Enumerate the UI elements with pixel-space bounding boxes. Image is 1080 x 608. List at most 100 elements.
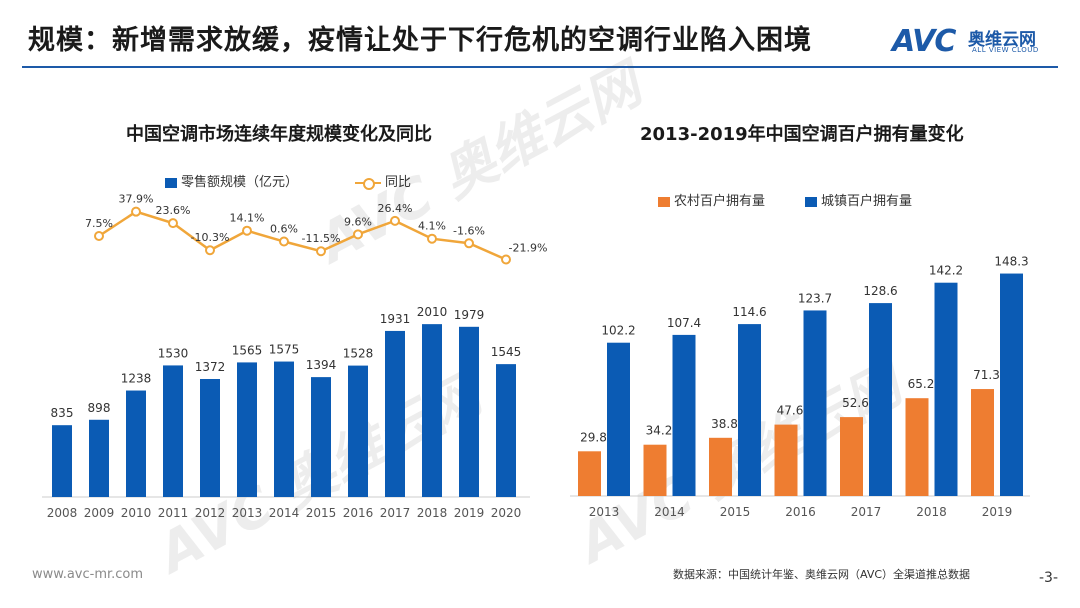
x-tick-2017: 2017 (380, 506, 411, 520)
data-label-yoy-2009: 7.5% (85, 217, 113, 230)
data-label-rural-2014: 34.2 (646, 424, 673, 438)
data-label-retail-2010: 1238 (121, 372, 152, 386)
data-label-rural-2016: 47.6 (777, 404, 804, 418)
logo-english-name: ALL VIEW CLOUD (972, 46, 1039, 54)
header-divider (22, 66, 1058, 68)
legend-swatch-yoy (355, 177, 381, 190)
point-yoy-2018 (427, 233, 437, 244)
x-tick-2015: 2015 (720, 505, 751, 519)
bar-retail-2011 (163, 365, 183, 497)
data-label-yoy-2015: -11.5% (302, 232, 341, 245)
bar-retail-2013 (237, 362, 257, 497)
x-tick-2013: 2013 (232, 506, 263, 520)
legend-label-yoy: 同比 (385, 175, 412, 190)
right-chart-title: 2013-2019年中国空调百户拥有量变化 (640, 124, 964, 145)
x-tick-2008: 2008 (47, 506, 78, 520)
point-yoy-2011 (168, 218, 178, 229)
bar-rural-2018 (905, 398, 929, 496)
line-yoy (98, 210, 507, 261)
data-label-retail-2015: 1394 (306, 358, 337, 372)
x-tick-2017: 2017 (851, 505, 882, 519)
bar-retail-2019 (459, 326, 479, 497)
right-chart: 29.8 102.2 2013 34.2 107.4 2014 38.8 114.6 2015 4… (570, 255, 1030, 519)
bar-retail-2010 (126, 390, 146, 497)
data-label-rural-2013: 29.8 (580, 430, 607, 444)
data-label-urban-2015: 114.6 (732, 305, 766, 319)
data-label-retail-2020: 1545 (491, 345, 522, 359)
bar-retail-2014 (274, 361, 294, 497)
x-tick-2014: 2014 (654, 505, 685, 519)
data-label-yoy-2012: -10.3% (191, 231, 230, 244)
point-yoy-2020 (501, 254, 511, 265)
data-label-rural-2015: 38.8 (711, 417, 738, 431)
bar-urban-2014 (672, 334, 696, 496)
left-chart-legend-bar: 零售额规模（亿元） (165, 171, 298, 190)
data-label-urban-2018: 142.2 (929, 264, 963, 278)
x-tick-2018: 2018 (417, 506, 448, 520)
data-label-urban-2019: 148.3 (994, 255, 1028, 269)
bar-rural-2019 (971, 389, 994, 496)
data-label-yoy-2014: 0.6% (270, 223, 298, 236)
data-label-urban-2016: 123.7 (798, 291, 832, 305)
right-chart-legend-urban: 城镇百户拥有量 (805, 190, 912, 209)
left-chart: 835 2008 898 2009 1238 2010 1530 2011 1372 2012 15… (42, 193, 547, 520)
data-label-yoy-2018: 4.1% (418, 220, 446, 233)
point-yoy-2017 (390, 215, 400, 226)
legend-label-urban: 城镇百户拥有量 (821, 194, 913, 209)
point-yoy-2016 (353, 229, 363, 240)
avc-logo: AVC 奥维云网 ALL VIEW CLOUD (892, 24, 1062, 60)
data-label-retail-2019: 1979 (454, 308, 485, 322)
footer-url[interactable]: www.avc-mr.com (32, 567, 144, 582)
point-yoy-2014 (279, 236, 289, 247)
bar-rural-2016 (774, 424, 798, 496)
data-label-yoy-2011: 23.6% (156, 204, 191, 217)
logo-chinese-name: 奥维云网 (968, 30, 1036, 50)
x-tick-2010: 2010 (121, 506, 152, 520)
logo-mark: AVC (892, 24, 956, 59)
point-yoy-2013 (242, 225, 252, 236)
point-yoy-2019 (464, 238, 474, 249)
bar-retail-2018 (422, 324, 442, 497)
x-tick-2012: 2012 (195, 506, 226, 520)
bar-urban-2016 (803, 310, 827, 496)
bar-retail-2016 (348, 365, 368, 497)
data-label-rural-2019: 71.3 (973, 368, 1000, 382)
bar-urban-2013 (607, 342, 630, 496)
legend-swatch-rural (658, 196, 670, 207)
x-tick-2013: 2013 (589, 505, 620, 519)
page-number: -3- (1038, 570, 1058, 586)
point-yoy-2010 (131, 206, 141, 217)
x-tick-2014: 2014 (269, 506, 300, 520)
bar-rural-2013 (578, 451, 601, 496)
data-label-retail-2016: 1528 (343, 347, 374, 361)
left-chart-legend-line: 同比 (355, 171, 411, 190)
data-label-retail-2018: 2010 (417, 305, 448, 319)
data-label-retail-2012: 1372 (195, 360, 226, 374)
point-yoy-2009 (94, 231, 104, 241)
bar-urban-2019 (1000, 273, 1023, 496)
bar-rural-2017 (840, 417, 863, 496)
data-label-yoy-2010: 37.9% (119, 193, 154, 206)
data-label-urban-2013: 102.2 (601, 324, 635, 338)
bar-retail-2012 (200, 379, 220, 497)
bar-retail-2015 (311, 377, 331, 497)
bar-rural-2015 (709, 437, 732, 496)
data-label-retail-2011: 1530 (158, 346, 189, 360)
data-label-yoy-2019: -1.6% (453, 224, 485, 237)
x-tick-2016: 2016 (343, 506, 374, 520)
right-chart-legend-rural: 农村百户拥有量 (658, 190, 765, 209)
data-label-retail-2008: 835 (51, 406, 74, 420)
legend-swatch-urban (805, 196, 817, 207)
bar-rural-2014 (643, 444, 667, 496)
x-tick-2018: 2018 (916, 505, 947, 519)
data-label-urban-2014: 107.4 (667, 316, 701, 330)
bar-retail-2008 (52, 425, 72, 497)
x-tick-2016: 2016 (785, 505, 816, 519)
data-label-urban-2017: 128.6 (863, 284, 897, 298)
x-tick-2019: 2019 (454, 506, 485, 520)
bar-urban-2018 (934, 282, 958, 496)
left-chart-title: 中国空调市场连续年度规模变化及同比 (126, 124, 432, 145)
bar-urban-2017 (869, 303, 892, 496)
legend-swatch-retail (165, 177, 177, 188)
data-label-rural-2017: 52.6 (842, 396, 869, 410)
